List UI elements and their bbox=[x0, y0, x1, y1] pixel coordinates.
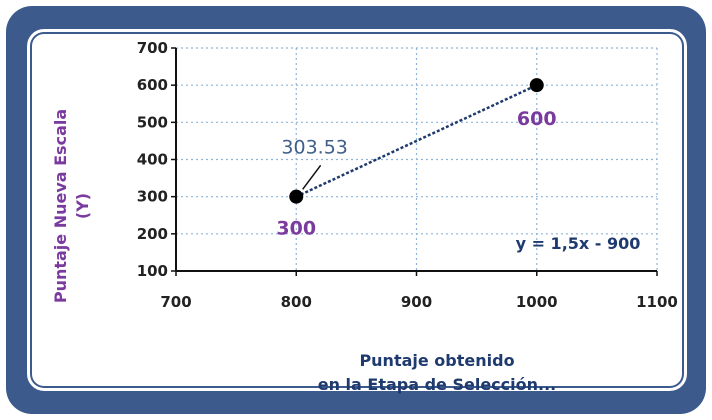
y-tick-label-1: 200 bbox=[137, 225, 168, 243]
y-tick-label-0: 100 bbox=[137, 262, 168, 280]
x-tick-label-4: 1100 bbox=[636, 293, 678, 311]
chart-panel bbox=[24, 26, 690, 394]
data-label-1: 600 bbox=[517, 108, 557, 130]
y-axis-label-line2: (Y) bbox=[73, 193, 92, 219]
data-point-1 bbox=[529, 78, 544, 93]
y-tick-label-6: 700 bbox=[137, 39, 168, 57]
grid bbox=[176, 47, 658, 271]
x-tick-label-3: 1000 bbox=[516, 293, 558, 311]
y-tick-label-2: 300 bbox=[137, 188, 168, 206]
y-axis-ticks: 100 200 300 400 500 600 700 bbox=[137, 39, 176, 280]
y-axis-label-line1: Puntaje Nueva Escala bbox=[51, 109, 70, 303]
y-tick-label-5: 600 bbox=[137, 76, 168, 94]
x-tick-label-2: 900 bbox=[401, 293, 432, 311]
chart-frame bbox=[6, 6, 706, 414]
x-axis-label-line2: en la Etapa de Selección... bbox=[318, 375, 557, 394]
series-line bbox=[295, 84, 538, 198]
x-axis-label-line1: Puntaje obtenido bbox=[359, 351, 514, 370]
data-label-0: 300 bbox=[276, 218, 316, 240]
y-tick-label-3: 400 bbox=[137, 151, 168, 169]
annotation-leader-line bbox=[302, 164, 322, 190]
data-point-0 bbox=[289, 189, 304, 204]
labels: Puntaje Nueva Escala (Y) Puntaje obtenid… bbox=[51, 108, 640, 394]
annotation-label: 303.53 bbox=[281, 136, 347, 158]
x-axis-ticks: 700 800 900 1000 1100 bbox=[160, 271, 678, 311]
y-tick-label-4: 500 bbox=[137, 113, 168, 131]
equation-label: y = 1,5x - 900 bbox=[516, 234, 641, 253]
x-tick-label-1: 800 bbox=[281, 293, 312, 311]
x-tick-label-0: 700 bbox=[160, 293, 191, 311]
series bbox=[289, 78, 544, 204]
